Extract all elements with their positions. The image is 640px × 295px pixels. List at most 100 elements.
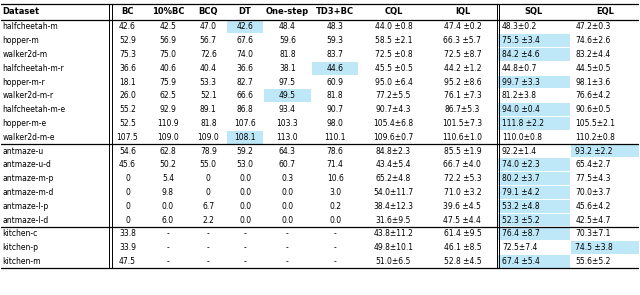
- Text: halfcheetah-m-r: halfcheetah-m-r: [3, 64, 65, 73]
- Text: 72.6: 72.6: [200, 50, 217, 59]
- Text: 42.5±4.7: 42.5±4.7: [575, 216, 611, 225]
- FancyBboxPatch shape: [497, 158, 570, 171]
- Text: 110.0±0.8: 110.0±0.8: [502, 133, 542, 142]
- Text: hopper-m-r: hopper-m-r: [3, 78, 45, 87]
- Text: TD3+BC: TD3+BC: [316, 7, 354, 16]
- Text: BC: BC: [121, 7, 134, 16]
- Text: 109.6±0.7: 109.6±0.7: [373, 133, 413, 142]
- Text: 3.0: 3.0: [329, 188, 341, 197]
- FancyBboxPatch shape: [497, 76, 570, 88]
- Text: 53.2 ±4.8: 53.2 ±4.8: [502, 202, 540, 211]
- Text: 6.7: 6.7: [202, 202, 214, 211]
- FancyBboxPatch shape: [497, 117, 570, 130]
- Text: -: -: [166, 243, 170, 252]
- Text: -: -: [244, 230, 246, 238]
- Text: 0: 0: [125, 174, 130, 183]
- Text: 49.8±10.1: 49.8±10.1: [374, 243, 413, 252]
- Text: 66.7 ±4.0: 66.7 ±4.0: [444, 160, 481, 169]
- Text: IQL: IQL: [455, 7, 470, 16]
- Text: 0.3: 0.3: [282, 174, 294, 183]
- Text: 71.4: 71.4: [327, 160, 344, 169]
- Text: 110.1: 110.1: [324, 133, 346, 142]
- Text: BCQ: BCQ: [198, 7, 218, 16]
- Text: 72.2 ±5.3: 72.2 ±5.3: [444, 174, 481, 183]
- Text: 62.8: 62.8: [159, 147, 176, 156]
- Text: 75.5 ±3.4: 75.5 ±3.4: [502, 36, 540, 45]
- Text: One-step: One-step: [266, 7, 309, 16]
- Text: 0.0: 0.0: [239, 188, 251, 197]
- Text: 105.5±2.1: 105.5±2.1: [575, 119, 616, 128]
- FancyBboxPatch shape: [497, 200, 570, 213]
- Text: 38.4±12.3: 38.4±12.3: [374, 202, 413, 211]
- Text: 38.1: 38.1: [279, 64, 296, 73]
- Text: 92.9: 92.9: [159, 105, 177, 114]
- Text: 42.5: 42.5: [159, 22, 177, 32]
- Text: 45.6: 45.6: [119, 160, 136, 169]
- Text: 9.8: 9.8: [162, 188, 174, 197]
- Text: 84.8±2.3: 84.8±2.3: [376, 147, 411, 156]
- Text: 93.2 ±2.2: 93.2 ±2.2: [575, 147, 613, 156]
- Text: 31.6±9.5: 31.6±9.5: [376, 216, 411, 225]
- Text: 95.0 ±6.4: 95.0 ±6.4: [374, 78, 412, 87]
- Text: 0: 0: [206, 188, 211, 197]
- Text: 45.6±4.2: 45.6±4.2: [575, 202, 611, 211]
- Text: 93.4: 93.4: [279, 105, 296, 114]
- Text: 60.9: 60.9: [326, 78, 344, 87]
- Text: 58.5 ±2.1: 58.5 ±2.1: [375, 36, 412, 45]
- Text: 86.7±5.3: 86.7±5.3: [445, 105, 480, 114]
- Text: 83.2±4.4: 83.2±4.4: [575, 50, 611, 59]
- Text: 108.1: 108.1: [234, 133, 256, 142]
- Text: 65.2±4.8: 65.2±4.8: [376, 174, 411, 183]
- Text: 45.5 ±0.5: 45.5 ±0.5: [374, 64, 412, 73]
- Text: 48.4: 48.4: [279, 22, 296, 32]
- Text: antmaze-u-d: antmaze-u-d: [3, 160, 51, 169]
- Text: 80.2 ±3.7: 80.2 ±3.7: [502, 174, 540, 183]
- Text: 82.7: 82.7: [237, 78, 253, 87]
- Text: 0: 0: [125, 202, 130, 211]
- Text: 75.0: 75.0: [159, 50, 177, 59]
- Text: 110.6±1.0: 110.6±1.0: [442, 133, 483, 142]
- Text: 72.5 ±0.8: 72.5 ±0.8: [374, 50, 412, 59]
- Text: 76.1 ±7.3: 76.1 ±7.3: [444, 91, 481, 101]
- Text: 107.6: 107.6: [234, 119, 256, 128]
- Text: antmaze-l-p: antmaze-l-p: [3, 202, 49, 211]
- Text: 85.5 ±1.9: 85.5 ±1.9: [444, 147, 481, 156]
- Text: 72.5±7.4: 72.5±7.4: [502, 243, 538, 252]
- Text: 43.8±11.2: 43.8±11.2: [374, 230, 413, 238]
- Text: 86.8: 86.8: [237, 105, 253, 114]
- Text: 53.3: 53.3: [200, 78, 217, 87]
- Text: 54.0±11.7: 54.0±11.7: [374, 188, 413, 197]
- Text: 26.0: 26.0: [119, 91, 136, 101]
- Text: 47.4 ±0.2: 47.4 ±0.2: [444, 22, 481, 32]
- Text: 53.0: 53.0: [237, 160, 253, 169]
- Text: antmaze-l-d: antmaze-l-d: [3, 216, 49, 225]
- FancyBboxPatch shape: [227, 20, 263, 33]
- Text: 110.9: 110.9: [157, 119, 179, 128]
- Text: 0: 0: [206, 174, 211, 183]
- FancyBboxPatch shape: [497, 172, 570, 185]
- Text: 61.4 ±9.5: 61.4 ±9.5: [444, 230, 481, 238]
- Text: -: -: [207, 243, 210, 252]
- Text: -: -: [244, 257, 246, 266]
- Text: 77.5±4.3: 77.5±4.3: [575, 174, 611, 183]
- FancyBboxPatch shape: [497, 227, 570, 240]
- Text: 55.6±5.2: 55.6±5.2: [575, 257, 611, 266]
- Text: 89.1: 89.1: [200, 105, 217, 114]
- FancyBboxPatch shape: [497, 103, 570, 116]
- Text: 10.6: 10.6: [327, 174, 344, 183]
- Text: -: -: [207, 230, 210, 238]
- Text: 70.3±7.1: 70.3±7.1: [575, 230, 611, 238]
- Text: 111.8 ±2.2: 111.8 ±2.2: [502, 119, 544, 128]
- Text: 107.5: 107.5: [116, 133, 138, 142]
- FancyBboxPatch shape: [227, 131, 263, 144]
- Text: 56.9: 56.9: [159, 36, 177, 45]
- Text: 109.0: 109.0: [198, 133, 220, 142]
- Text: 60.7: 60.7: [279, 160, 296, 169]
- Text: antmaze-u: antmaze-u: [3, 147, 44, 156]
- Text: 52.1: 52.1: [200, 91, 217, 101]
- Text: 18.1: 18.1: [119, 78, 136, 87]
- Text: 81.8: 81.8: [200, 119, 217, 128]
- Text: antmaze-m-d: antmaze-m-d: [3, 188, 54, 197]
- Text: 42.6: 42.6: [237, 22, 253, 32]
- Text: 79.1 ±4.2: 79.1 ±4.2: [502, 188, 540, 197]
